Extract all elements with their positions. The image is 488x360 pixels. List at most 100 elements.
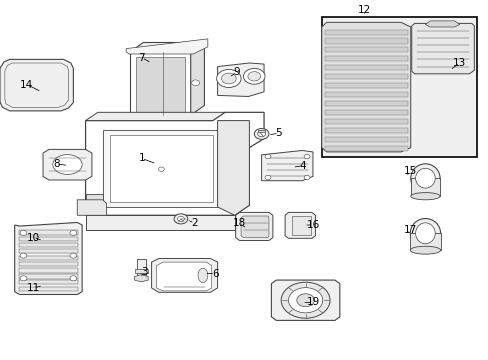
Polygon shape: [411, 23, 473, 74]
Circle shape: [264, 154, 270, 159]
Polygon shape: [136, 57, 184, 113]
Text: 14: 14: [20, 80, 34, 90]
Polygon shape: [217, 63, 264, 96]
Polygon shape: [19, 268, 78, 273]
Polygon shape: [110, 135, 212, 202]
Polygon shape: [325, 48, 407, 53]
Polygon shape: [271, 280, 339, 320]
Polygon shape: [156, 262, 211, 291]
Text: 16: 16: [305, 220, 319, 230]
Polygon shape: [19, 230, 78, 235]
Polygon shape: [292, 216, 310, 235]
Text: 13: 13: [452, 58, 466, 68]
Polygon shape: [151, 258, 217, 292]
Circle shape: [243, 68, 264, 84]
Polygon shape: [325, 92, 407, 97]
Ellipse shape: [409, 246, 440, 254]
Polygon shape: [325, 74, 407, 79]
Polygon shape: [77, 200, 106, 215]
Polygon shape: [325, 110, 407, 115]
Text: 11: 11: [26, 283, 40, 293]
Polygon shape: [86, 194, 102, 215]
Text: 5: 5: [275, 128, 282, 138]
Ellipse shape: [53, 155, 82, 175]
Circle shape: [221, 73, 236, 84]
Polygon shape: [19, 249, 78, 253]
Polygon shape: [325, 146, 407, 151]
Polygon shape: [261, 150, 312, 181]
Polygon shape: [325, 137, 407, 142]
Polygon shape: [5, 63, 68, 107]
Bar: [135, 269, 147, 273]
Polygon shape: [258, 130, 264, 132]
Polygon shape: [85, 112, 264, 215]
Circle shape: [70, 230, 77, 235]
Text: 4: 4: [299, 161, 306, 171]
Circle shape: [20, 276, 27, 281]
Ellipse shape: [410, 164, 439, 193]
Polygon shape: [285, 212, 315, 238]
Text: 12: 12: [357, 5, 370, 15]
Circle shape: [281, 282, 329, 318]
Polygon shape: [321, 17, 476, 157]
Polygon shape: [19, 274, 78, 279]
Polygon shape: [85, 215, 234, 230]
Text: 10: 10: [27, 233, 40, 243]
Circle shape: [70, 276, 77, 281]
Text: 18: 18: [232, 218, 246, 228]
Polygon shape: [190, 42, 204, 115]
Circle shape: [177, 216, 184, 221]
Text: 15: 15: [403, 166, 417, 176]
Polygon shape: [19, 237, 78, 241]
Polygon shape: [134, 275, 148, 282]
Polygon shape: [102, 130, 217, 207]
Polygon shape: [217, 121, 249, 215]
Polygon shape: [43, 149, 92, 180]
Text: 1: 1: [138, 153, 145, 163]
Polygon shape: [126, 39, 207, 54]
Polygon shape: [410, 178, 439, 196]
Polygon shape: [19, 280, 78, 284]
Polygon shape: [325, 83, 407, 88]
Circle shape: [296, 294, 314, 307]
Circle shape: [288, 288, 322, 313]
Circle shape: [304, 154, 309, 159]
Ellipse shape: [410, 193, 439, 200]
Text: 2: 2: [191, 218, 198, 228]
Circle shape: [216, 69, 241, 87]
Polygon shape: [325, 119, 407, 124]
Polygon shape: [325, 65, 407, 70]
Polygon shape: [129, 52, 190, 115]
Polygon shape: [325, 128, 407, 133]
Text: 19: 19: [305, 297, 319, 307]
Polygon shape: [425, 21, 459, 27]
Polygon shape: [19, 287, 78, 291]
Bar: [137, 259, 145, 279]
Polygon shape: [19, 243, 78, 247]
Ellipse shape: [415, 223, 434, 244]
Polygon shape: [85, 112, 224, 121]
Text: 3: 3: [141, 267, 147, 277]
Text: 9: 9: [233, 67, 240, 77]
Ellipse shape: [409, 219, 440, 248]
Circle shape: [158, 167, 164, 171]
Polygon shape: [19, 256, 78, 260]
Circle shape: [70, 253, 77, 258]
Polygon shape: [325, 57, 407, 62]
Text: 6: 6: [211, 269, 218, 279]
Ellipse shape: [415, 168, 434, 188]
Circle shape: [257, 131, 265, 137]
Circle shape: [264, 175, 270, 180]
Polygon shape: [321, 22, 410, 152]
Circle shape: [304, 175, 309, 180]
Polygon shape: [325, 101, 407, 106]
Text: 7: 7: [138, 53, 145, 63]
Polygon shape: [325, 30, 407, 35]
Circle shape: [191, 80, 199, 86]
Ellipse shape: [198, 268, 207, 283]
Text: 17: 17: [403, 225, 417, 235]
Polygon shape: [241, 216, 268, 238]
Polygon shape: [235, 212, 272, 240]
Text: 8: 8: [53, 159, 60, 169]
Circle shape: [20, 253, 27, 258]
